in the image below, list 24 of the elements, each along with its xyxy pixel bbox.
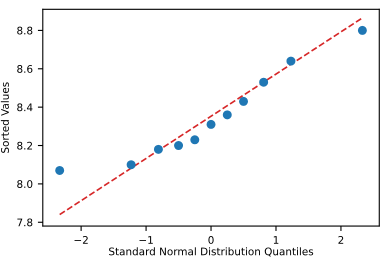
x-tick-label: 2 xyxy=(338,236,344,244)
x-tick-label: −1 xyxy=(140,236,153,244)
point xyxy=(206,120,216,129)
y-tick-label: 8.6 xyxy=(17,65,32,73)
y-tick-label: 8.4 xyxy=(17,103,32,112)
y-tick-label: 8.8 xyxy=(17,26,32,35)
point xyxy=(190,135,200,144)
point xyxy=(174,141,184,150)
point xyxy=(222,110,232,120)
y-tick-label: 8.0 xyxy=(17,180,32,188)
point xyxy=(286,56,296,66)
x-tick-label: 1 xyxy=(274,236,278,244)
point xyxy=(358,26,367,35)
point xyxy=(259,78,268,87)
y-tick-label: 7.8 xyxy=(17,218,32,226)
x-axis-title: Standard Normal Distribution Quantiles xyxy=(109,247,314,257)
point xyxy=(126,160,136,170)
y-tick-label: 8.2 xyxy=(17,142,32,150)
x-tick-label: −2 xyxy=(74,236,88,244)
point xyxy=(239,96,248,106)
point xyxy=(55,166,64,175)
point xyxy=(154,144,163,154)
y-axis-title: Sorted Values xyxy=(0,82,9,153)
x-tick-label: 0 xyxy=(208,236,214,244)
